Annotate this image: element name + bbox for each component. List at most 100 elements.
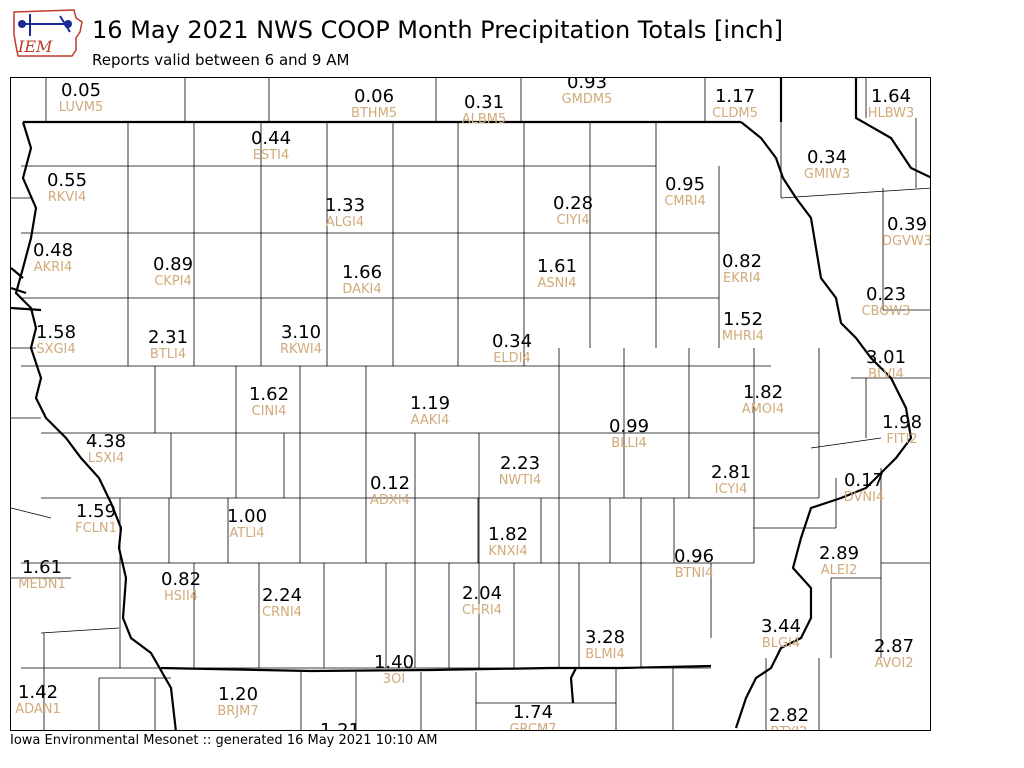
station-id: CBOW3 (861, 304, 910, 319)
station-value: 0.93 (567, 78, 607, 93)
station-value: 0.23 (866, 284, 906, 305)
station-id: ASNI4 (538, 276, 577, 291)
station-id: CLDM5 (712, 106, 758, 121)
station-id: ALEI2 (821, 563, 857, 578)
station-value: 0.34 (807, 147, 847, 168)
station-value: 1.00 (227, 506, 267, 527)
station-value: 0.82 (161, 569, 201, 590)
station-value: 1.61 (537, 256, 577, 277)
station-value: 1.17 (715, 86, 755, 107)
station-value: 1.61 (22, 557, 62, 578)
station-value: 0.96 (674, 546, 714, 567)
station-id: BTYI2 (771, 725, 808, 731)
station-value: 0.34 (492, 331, 532, 352)
station-value: 2.82 (769, 705, 809, 726)
station-id: ADAN1 (15, 702, 61, 717)
station-id: FITI2 (886, 432, 917, 447)
station-value: 1.20 (218, 684, 258, 705)
station-value: 2.81 (711, 462, 751, 483)
station-value: 2.31 (148, 327, 188, 348)
station-value: 2.04 (462, 583, 502, 604)
station-value: 1.40 (374, 652, 414, 673)
station-value: 2.89 (819, 543, 859, 564)
iem-logo: IEM (13, 9, 83, 57)
station-value: 2.87 (874, 636, 914, 657)
station-value: 3.44 (761, 616, 801, 637)
station-value: 0.82 (722, 251, 762, 272)
station-value: 1.62 (249, 384, 289, 405)
map-subtitle: Reports valid between 6 and 9 AM (92, 51, 350, 69)
station-value: 3.01 (866, 347, 906, 368)
station-id: LSXI4 (88, 451, 125, 466)
station-id: LUVM5 (59, 100, 104, 115)
station-id: ADXI4 (370, 493, 410, 508)
station-value: 0.31 (464, 92, 504, 113)
station-id: ALGI4 (326, 215, 364, 230)
station-id: RKWI4 (280, 342, 322, 357)
station-id: BRJM7 (217, 704, 258, 719)
station-id: BLMI4 (585, 647, 624, 662)
station-value: 2.23 (500, 453, 540, 474)
station-value: 1.82 (743, 382, 783, 403)
station-id: ALBM5 (462, 112, 507, 127)
station-id: EKRI4 (723, 271, 761, 286)
station-value: 0.44 (251, 128, 291, 149)
station-value: 1.82 (488, 524, 528, 545)
station-id: DAKI4 (342, 282, 381, 297)
station-id: KNXI4 (488, 544, 527, 559)
station-id: DGVW3 (882, 234, 931, 249)
station-value: 3.28 (585, 627, 625, 648)
station-value: 1.33 (325, 195, 365, 216)
station-value: 1.74 (513, 702, 553, 723)
station-id: ELDI4 (493, 351, 531, 366)
station-id: CIYI4 (557, 213, 590, 228)
station-value: 1.98 (882, 412, 922, 433)
station-id: HSII4 (164, 589, 198, 604)
station-value: 1.42 (18, 682, 58, 703)
state-borders (11, 78, 930, 730)
station-id: CMRI4 (664, 194, 705, 209)
station-value: 1.58 (36, 322, 76, 343)
county-lines (11, 78, 930, 730)
weather-station-icon (18, 14, 72, 36)
station-id: 3OI (383, 672, 405, 687)
station-id: AAKI4 (411, 413, 450, 428)
station-value: 0.28 (553, 193, 593, 214)
station-value: 0.89 (153, 254, 193, 275)
station-id: HLBW3 (868, 106, 915, 121)
